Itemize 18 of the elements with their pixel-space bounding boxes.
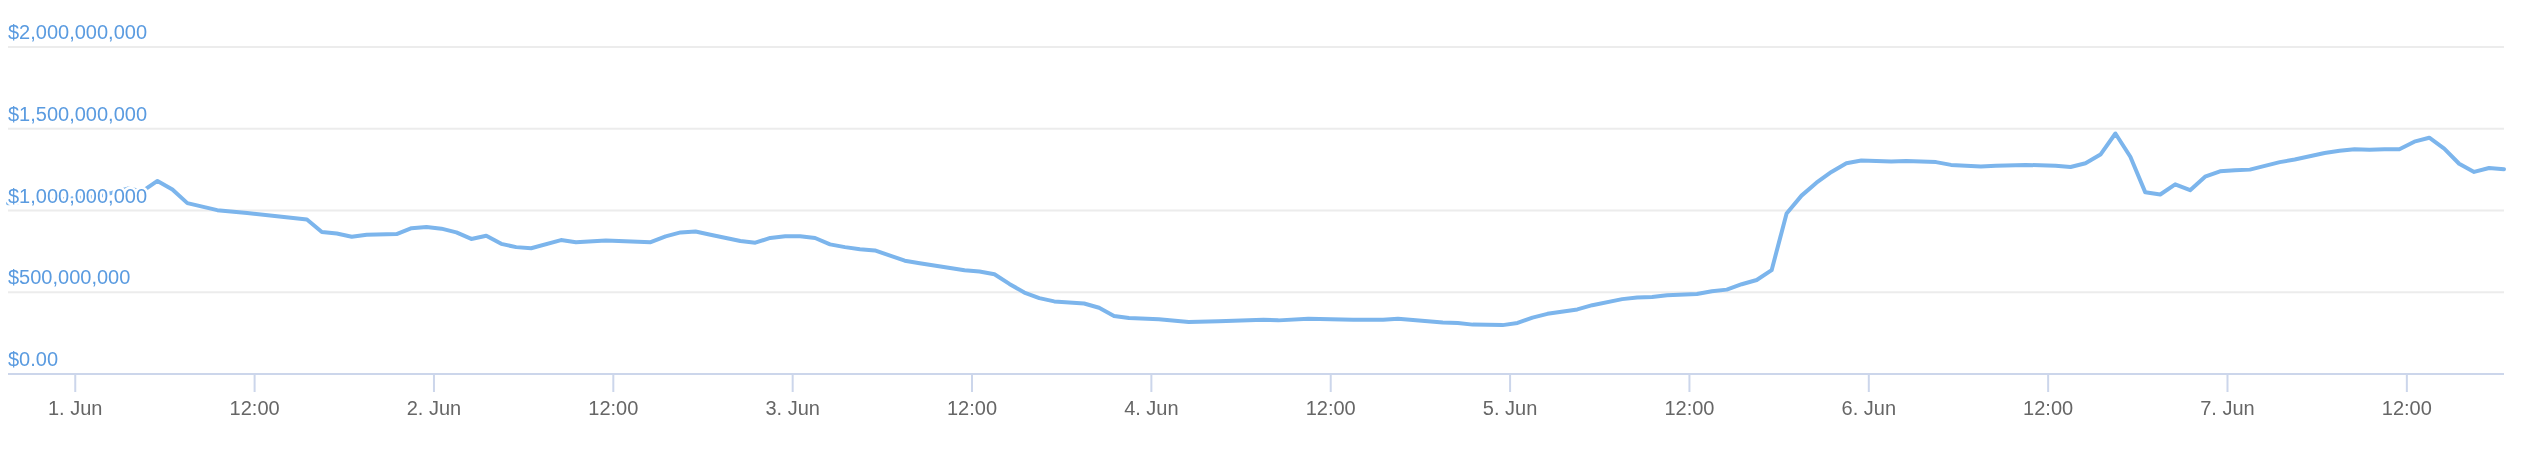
x-tick-label: 5. Jun: [1482, 397, 1538, 419]
x-tick-label: 3. Jun: [765, 397, 820, 419]
x-tick-label: 12:00: [1664, 397, 1715, 419]
y-tick-label: $0.00: [8, 348, 59, 370]
x-tick-label: 12:00: [588, 397, 639, 419]
x-tick-label: 6. Jun: [1841, 397, 1897, 419]
y-tick-label: $500,000,000: [8, 266, 131, 289]
y-tick-label: $2,000,000,000: [8, 21, 148, 43]
y-tick-label: $1,500,000,000: [8, 102, 148, 125]
x-tick-label: 12:00: [229, 397, 280, 419]
x-tick-label: 1. Jun: [48, 397, 103, 419]
x-tick-label: 12:00: [1305, 397, 1356, 419]
x-tick-label: 7. Jun: [2200, 397, 2255, 419]
x-tick-label: 12:00: [2381, 397, 2432, 419]
x-tick-label: 2. Jun: [406, 397, 462, 419]
x-tick-label: 12:00: [946, 397, 998, 419]
x-tick-label: 4. Jun: [1124, 397, 1179, 419]
x-tick-label: 12:00: [2023, 397, 2074, 419]
